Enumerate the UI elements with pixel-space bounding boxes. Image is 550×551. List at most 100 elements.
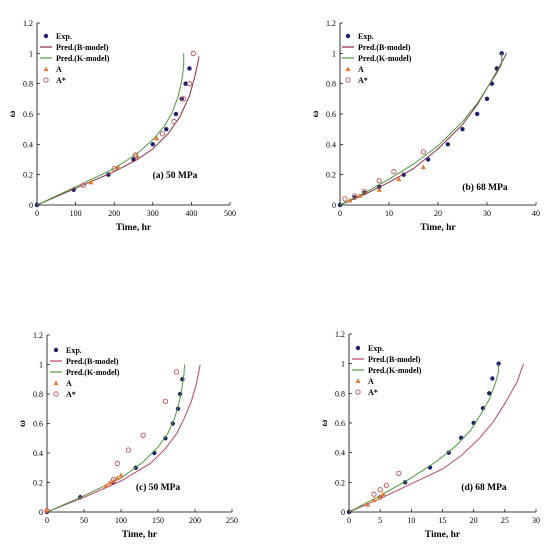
series-exp- xyxy=(346,361,501,515)
legend: Exp. Pred.(B-model) Pred.(K-model) A A* xyxy=(40,32,110,85)
y-tick-label: 1 xyxy=(29,49,33,58)
legend: Exp. Pred.(B-model) Pred.(K-model) A A* xyxy=(50,346,120,399)
x-tick-label: 10 xyxy=(407,516,415,525)
series-exp- xyxy=(34,66,192,208)
y-tick-label: 1.2 xyxy=(326,19,336,28)
panel-label: (b) 68 MPa xyxy=(462,182,508,193)
legend: Exp. Pred.(B-model) Pred.(K-model) A A* xyxy=(342,32,412,85)
data-point xyxy=(446,450,451,455)
legend-entry: Pred.(B-model) xyxy=(56,43,109,52)
y-tick-label: 0.6 xyxy=(326,110,336,119)
y-tick-label: 0.2 xyxy=(33,479,43,488)
data-point xyxy=(159,131,166,137)
data-point xyxy=(376,187,382,192)
data-point xyxy=(380,491,386,497)
y-tick-label: 1.2 xyxy=(23,19,33,28)
y-tick-label: 0 xyxy=(332,201,336,210)
legend-entry: Exp. xyxy=(368,344,384,353)
y-tick-label: 0.6 xyxy=(335,419,345,428)
x-tick-label: 400 xyxy=(185,209,197,218)
y-tick-label: 0.6 xyxy=(23,110,33,119)
y-tick-label: 0 xyxy=(341,508,345,517)
y-tick-label: 0 xyxy=(29,201,33,210)
legend-entry: A xyxy=(368,377,374,386)
panel-label: (a) 50 MPa xyxy=(153,170,198,181)
legend-swatch xyxy=(43,66,49,72)
x-tick-label: 30 xyxy=(483,209,491,218)
legend-entry: Pred.(K-model) xyxy=(56,54,110,63)
data-point xyxy=(187,66,192,71)
x-tick-label: 150 xyxy=(152,516,164,525)
series-pred-k-model- xyxy=(36,53,185,206)
series-line xyxy=(348,363,524,513)
data-point xyxy=(459,435,464,441)
legend-entry: A xyxy=(56,65,62,74)
legend-entry: Exp. xyxy=(358,32,374,41)
y-axis-label: ω xyxy=(18,420,28,427)
x-tick-label: 250 xyxy=(226,516,238,525)
y-tick-label: 1 xyxy=(341,360,345,369)
y-tick-label: 0.4 xyxy=(326,140,336,149)
y-tick-label: 0.2 xyxy=(335,478,345,487)
data-point xyxy=(173,111,179,117)
data-point xyxy=(186,81,193,87)
legend: Exp. Pred.(B-model) Pred.(K-model) A A* xyxy=(352,344,422,397)
data-point xyxy=(371,497,377,503)
data-point xyxy=(110,476,117,483)
data-point xyxy=(118,472,124,478)
y-axis-label: ω xyxy=(320,419,330,426)
series-pred-b-model- xyxy=(46,364,201,513)
x-tick-label: 10 xyxy=(385,209,393,218)
legend-entry: A* xyxy=(368,388,378,397)
data-point xyxy=(361,188,368,195)
series-line xyxy=(348,363,500,513)
data-point xyxy=(114,460,120,466)
legend-swatch xyxy=(355,345,361,351)
series-line xyxy=(46,364,201,513)
y-tick-label: 0.8 xyxy=(326,80,336,89)
y-tick-label: 0.8 xyxy=(33,390,43,399)
series-pred-b-model- xyxy=(36,56,200,206)
data-point xyxy=(162,398,169,405)
data-point xyxy=(44,507,50,514)
legend-entry: Exp. xyxy=(56,32,72,41)
chart-panel-4: 0 0.2 0.4 0.6 0.8 1 1.2 0 5 10 15 20 25 30 Time, hr ω Ex… xyxy=(320,330,540,540)
y-tick-label: 0.6 xyxy=(33,420,43,429)
data-point xyxy=(420,164,426,170)
x-tick-label: 0 xyxy=(347,516,351,525)
series-line xyxy=(36,56,200,206)
x-tick-label: 15 xyxy=(439,516,447,525)
data-point xyxy=(173,369,180,375)
data-point xyxy=(371,491,377,497)
y-axis-label: ω xyxy=(311,110,321,117)
panel-label: (d) 68 MPa xyxy=(461,482,507,493)
y-tick-label: 1 xyxy=(39,361,43,370)
x-tick-label: 5 xyxy=(378,516,382,525)
y-tick-label: 0.4 xyxy=(23,140,33,149)
y-tick-label: 1.2 xyxy=(335,330,345,339)
x-axis-label: Time, hr xyxy=(420,223,456,233)
data-point xyxy=(445,142,450,147)
data-point xyxy=(352,193,358,199)
y-axis-label: ω xyxy=(8,110,18,117)
x-axis-label: Time, hr xyxy=(425,530,461,540)
data-point xyxy=(420,149,426,155)
x-tick-label: 0 xyxy=(35,209,39,218)
data-point xyxy=(383,482,390,488)
legend-entry: Pred.(B-model) xyxy=(66,357,119,366)
x-axis-label: Time, hr xyxy=(122,530,158,540)
data-point xyxy=(391,168,397,175)
series-a xyxy=(365,491,386,507)
x-tick-label: 300 xyxy=(147,209,159,218)
data-point xyxy=(103,482,109,488)
data-point xyxy=(183,81,188,86)
x-tick-label: 0 xyxy=(338,209,342,218)
y-tick-label: 0.4 xyxy=(335,449,345,458)
data-point xyxy=(181,96,187,102)
legend-entry: A* xyxy=(358,76,368,85)
legend-swatch xyxy=(43,77,49,83)
legend-swatch xyxy=(345,66,351,72)
legend-entry: Pred.(K-model) xyxy=(358,54,412,63)
x-tick-label: 30 xyxy=(532,516,540,525)
y-tick-label: 0.4 xyxy=(33,449,43,458)
